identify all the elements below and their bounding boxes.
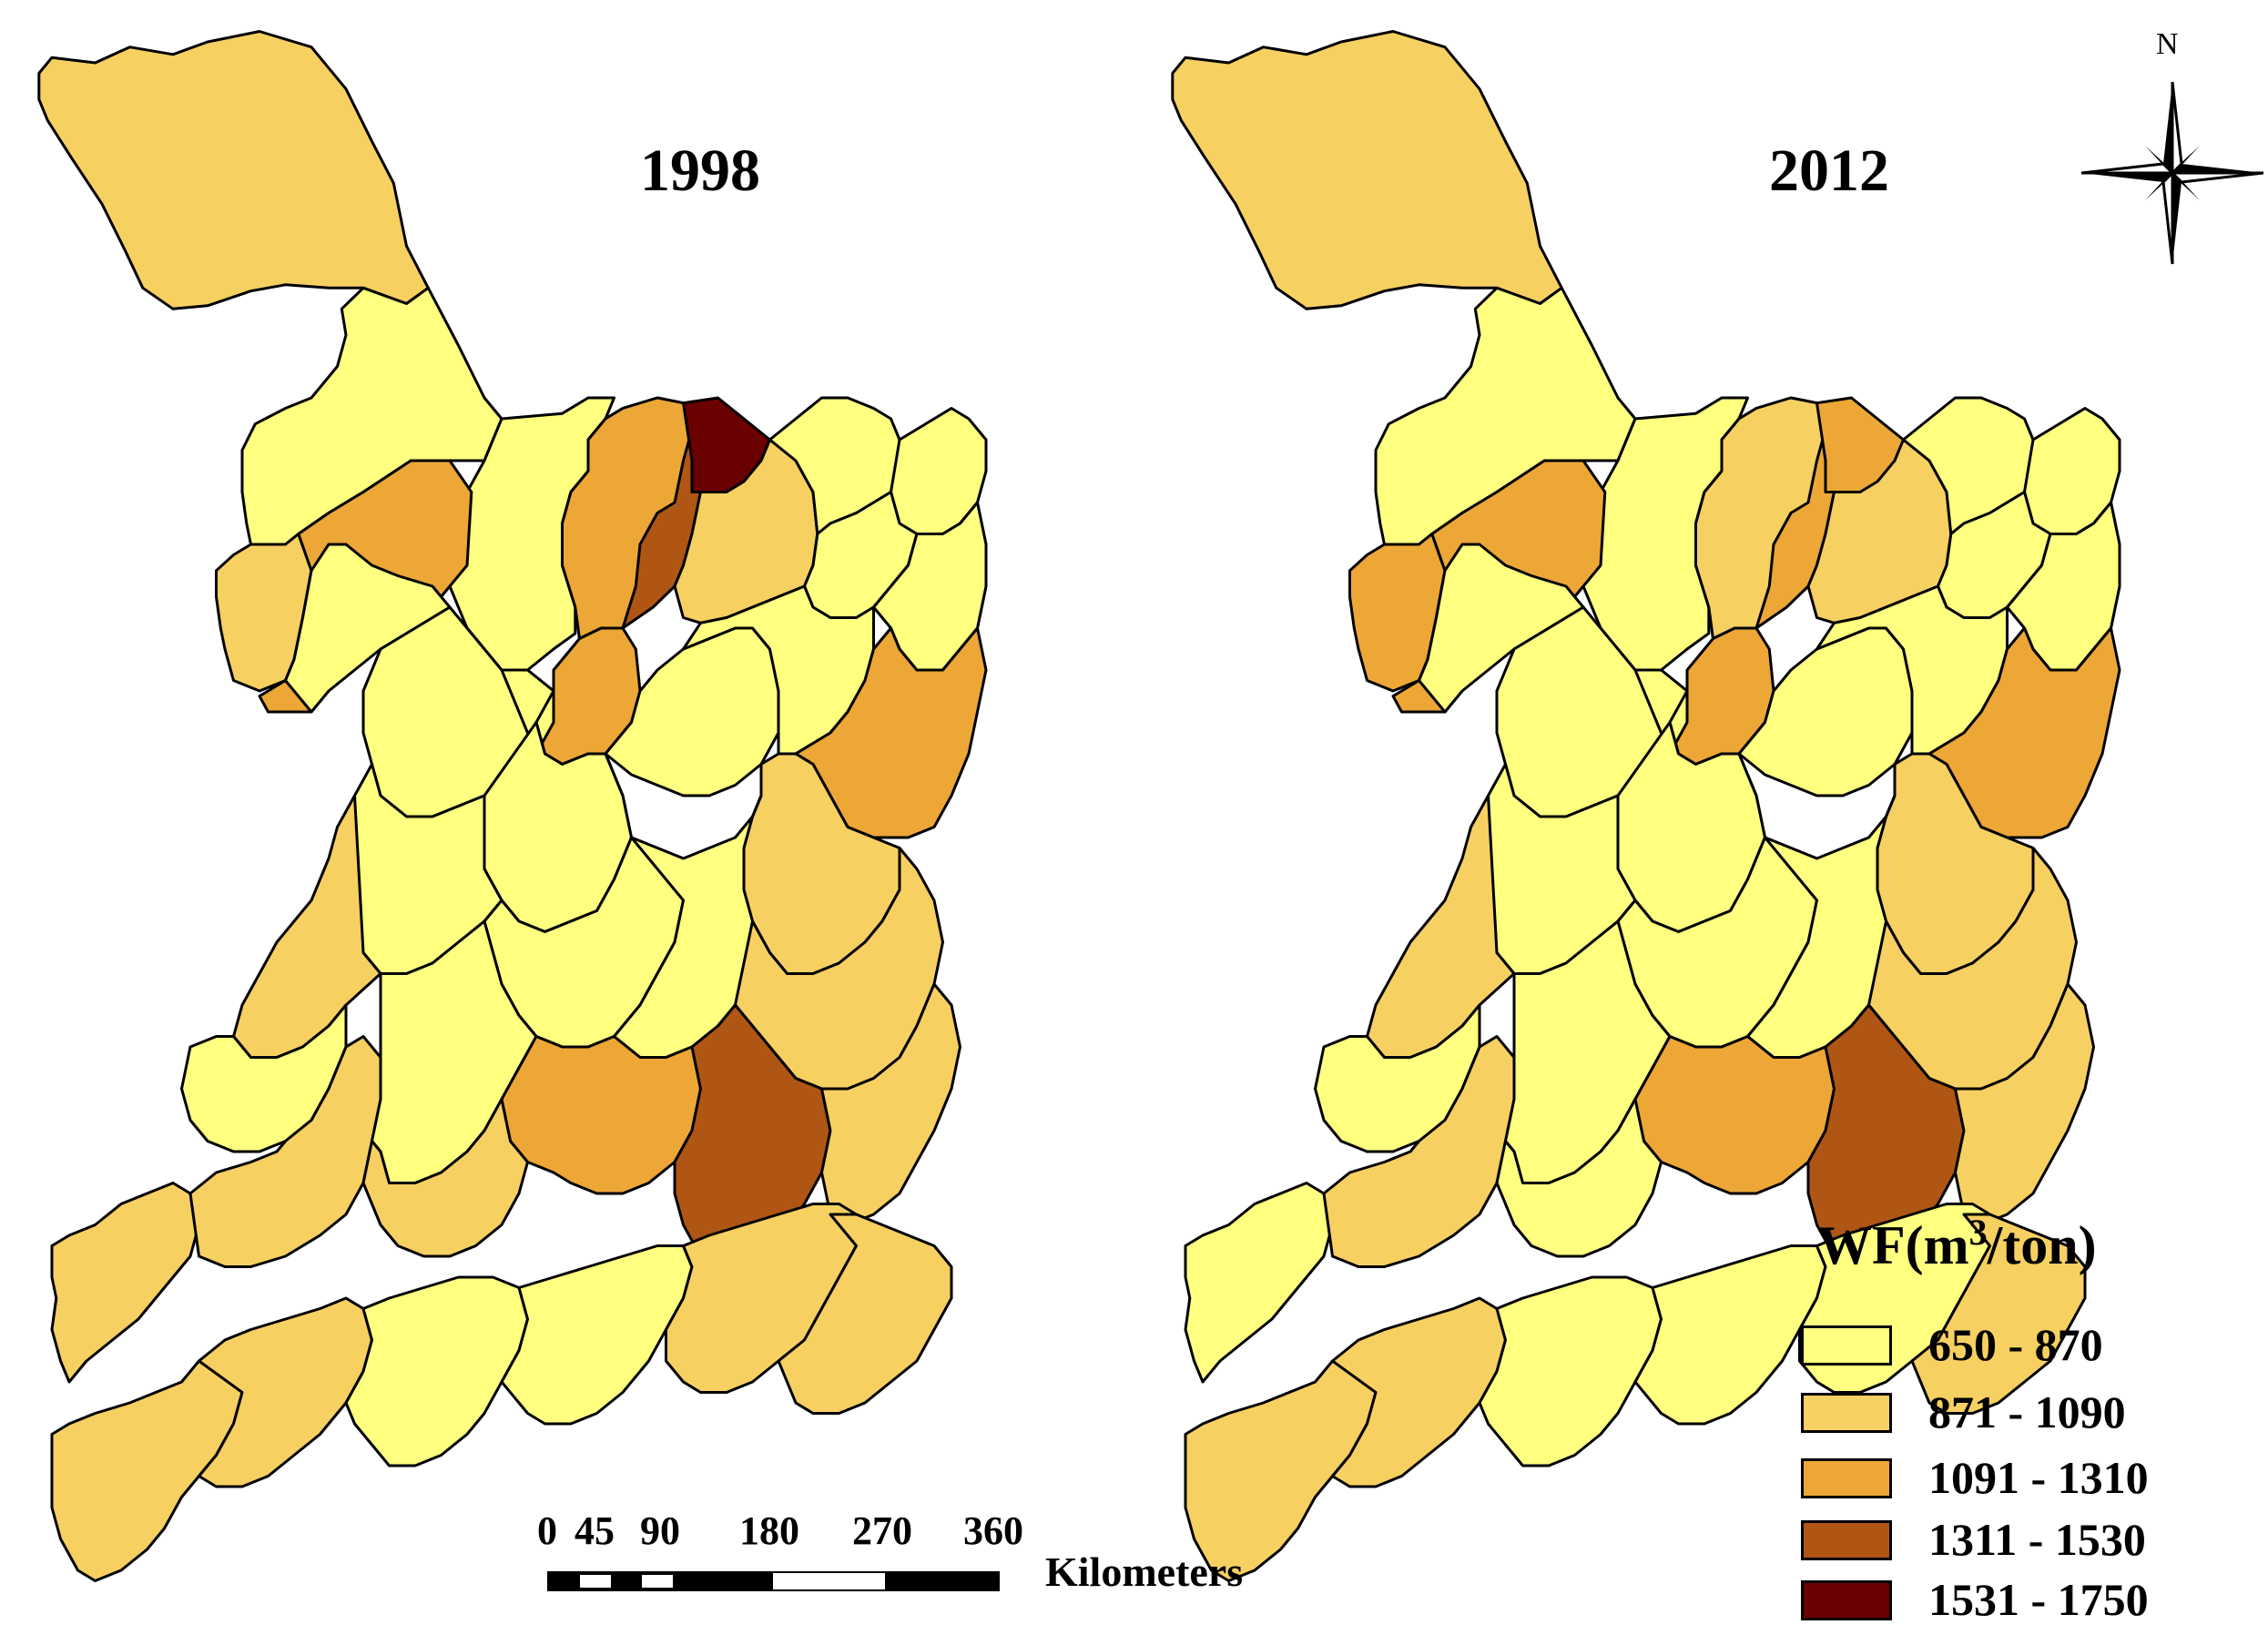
legend-label: 1311 - 1530 <box>1928 1514 2146 1565</box>
region-33 <box>1633 1035 1836 1195</box>
legend-title-superscript: 3 <box>1968 1212 1988 1253</box>
region-38 <box>198 1296 373 1488</box>
legend-swatch <box>1801 1580 1892 1620</box>
region-1 <box>37 30 430 310</box>
region-35 <box>361 1098 529 1258</box>
legend-item: 1311 - 1530 <box>1801 1514 2268 1571</box>
region-39 <box>344 1275 529 1467</box>
region-38 <box>1331 1296 1507 1488</box>
region-21 <box>1927 626 2121 839</box>
scale-tick-label: 270 <box>852 1508 912 1553</box>
scale-unit-label: Kilometers <box>1045 1549 1244 1595</box>
legend-item: 650 - 870 <box>1801 1319 2268 1376</box>
legend-label: 1091 - 1310 <box>1928 1452 2149 1503</box>
region-10 <box>682 396 771 493</box>
region-33 <box>500 1035 702 1195</box>
region-35 <box>1495 1098 1663 1258</box>
north-arrow-icon <box>2080 81 2264 265</box>
legend-item: 1091 - 1310 <box>1801 1452 2268 1509</box>
region-30 <box>1184 1182 1334 1384</box>
region-21 <box>794 626 988 839</box>
region-42 <box>1910 1213 2087 1415</box>
map-1998 <box>37 30 988 1582</box>
north-label: N <box>2156 27 2179 61</box>
legend-swatch <box>1801 1458 1892 1498</box>
legend-label: 871 - 1090 <box>1928 1386 2126 1437</box>
legend-label: 1531 - 1750 <box>1928 1574 2149 1625</box>
legend-swatch <box>1801 1325 1892 1366</box>
legend-swatch <box>1801 1393 1892 1433</box>
legend-item: 871 - 1090 <box>1801 1386 2268 1444</box>
scale-tick-label: 180 <box>739 1508 799 1553</box>
region-40 <box>500 1244 694 1426</box>
legend-title: WF(m3/ton) <box>1817 1211 2097 1277</box>
region-4 <box>1348 533 1447 693</box>
region-42 <box>777 1213 953 1415</box>
scale-tick-label: 360 <box>963 1508 1023 1553</box>
legend-title-text: WF(m <box>1817 1215 1969 1275</box>
map-title-1998: 1998 <box>640 137 760 204</box>
region-4 <box>215 533 313 693</box>
scale-tick-label: 90 <box>640 1508 680 1553</box>
region-1 <box>1171 30 1563 310</box>
region-39 <box>1478 1275 1663 1467</box>
region-40 <box>1633 1244 1827 1426</box>
region-30 <box>50 1182 200 1384</box>
map-title-2012: 2012 <box>1769 137 1889 204</box>
legend-swatch <box>1801 1520 1892 1560</box>
region-34 <box>1806 1003 1966 1268</box>
legend-title-unit: /ton) <box>1987 1215 2097 1275</box>
region-34 <box>673 1003 832 1268</box>
scale-bar <box>547 1571 1000 1591</box>
legend-label: 650 - 870 <box>1928 1319 2103 1370</box>
region-10 <box>1815 396 1905 493</box>
scale-tick-label: 45 <box>575 1508 615 1553</box>
region-15 <box>284 543 452 714</box>
legend-item: 1531 - 1750 <box>1801 1574 2268 1631</box>
map-2012 <box>1171 30 2121 1582</box>
region-15 <box>1418 543 1585 714</box>
scale-tick-label: 0 <box>537 1508 557 1553</box>
